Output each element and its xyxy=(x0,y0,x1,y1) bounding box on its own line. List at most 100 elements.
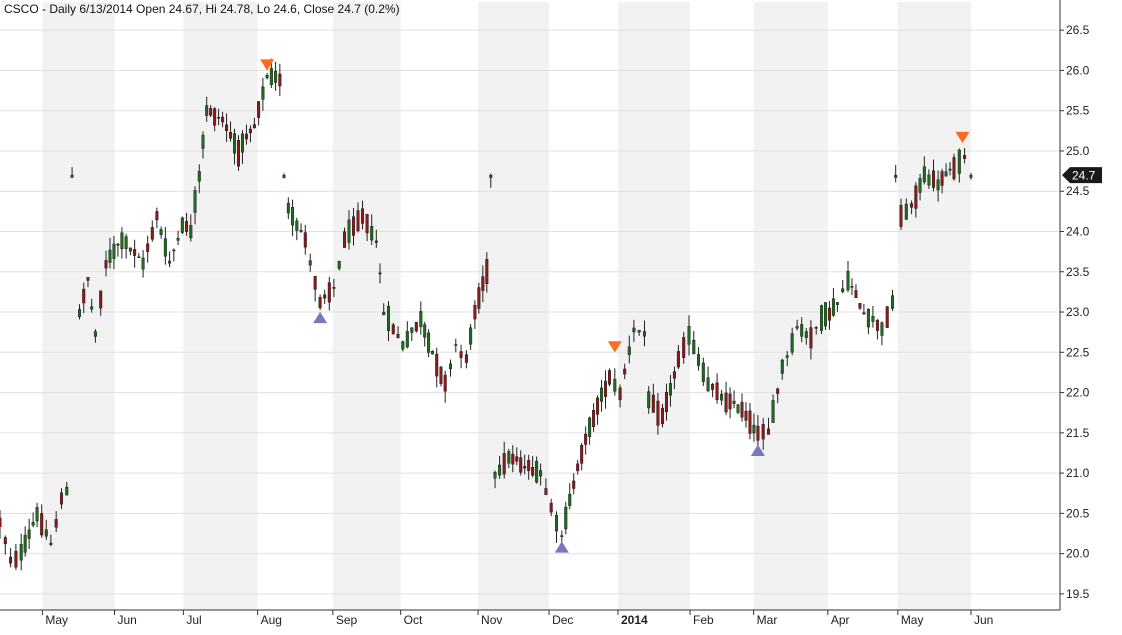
candle xyxy=(914,182,918,218)
candle xyxy=(150,220,154,242)
candle xyxy=(240,130,244,164)
candle xyxy=(303,224,307,255)
candle-body-up xyxy=(539,470,543,477)
candle xyxy=(454,338,458,353)
candle xyxy=(846,260,850,293)
candle xyxy=(248,125,252,143)
x-tick-label: Oct xyxy=(404,613,423,627)
candle-body-up xyxy=(647,391,651,409)
candle-body-up xyxy=(23,534,27,553)
candle xyxy=(823,302,827,330)
candle xyxy=(507,448,511,469)
candle-body-down xyxy=(549,502,553,513)
candle-body-up xyxy=(588,417,592,437)
candle-body-down xyxy=(858,303,862,309)
candle xyxy=(588,416,592,445)
candle-body-down xyxy=(225,124,229,131)
last-price-label: 24.7 xyxy=(1072,169,1096,183)
candle-body-up xyxy=(936,179,940,191)
candle xyxy=(932,159,936,192)
x-tick-label: May xyxy=(901,613,924,627)
candle-body-up xyxy=(804,331,808,338)
candle xyxy=(236,135,240,171)
candle xyxy=(613,368,617,396)
y-tick-label: 22.5 xyxy=(1066,345,1090,359)
candle-body-up xyxy=(687,326,691,345)
candle xyxy=(323,289,327,305)
month-bands xyxy=(42,2,971,610)
candle xyxy=(391,322,395,335)
candle-body-up xyxy=(274,70,278,83)
candle xyxy=(9,548,13,568)
candle-body-down xyxy=(146,243,150,252)
candle xyxy=(185,212,189,236)
candle xyxy=(687,315,691,356)
candle-body-up xyxy=(128,247,132,252)
candle xyxy=(410,327,414,342)
candle xyxy=(904,198,908,220)
candle xyxy=(862,303,866,315)
candle xyxy=(485,252,489,293)
candle-body-down xyxy=(608,370,612,385)
candle-body-down xyxy=(137,256,141,259)
candle-body-up xyxy=(189,225,193,239)
candle xyxy=(370,214,374,245)
candle xyxy=(608,368,612,387)
candle-body-up xyxy=(736,404,740,413)
candle-body-up xyxy=(93,331,97,337)
candle xyxy=(14,544,18,571)
candle-body-down xyxy=(776,388,780,394)
candle-body-up xyxy=(752,424,756,434)
candle xyxy=(944,163,948,177)
candle-body-down xyxy=(14,550,18,568)
candle xyxy=(627,335,631,364)
candle-body-up xyxy=(720,393,724,401)
candle-body-down xyxy=(963,155,967,159)
candle-body-up xyxy=(233,133,237,154)
candle-body-down xyxy=(3,537,7,545)
x-tick-label: May xyxy=(45,613,68,627)
candle xyxy=(347,210,351,250)
grid-lines xyxy=(0,29,1060,595)
candle-body-up xyxy=(172,249,176,252)
candle-body-down xyxy=(0,517,2,528)
candle-body-down xyxy=(150,227,154,240)
candle-body-up xyxy=(370,226,374,241)
candle-body-down xyxy=(365,214,369,234)
candle-body-up xyxy=(944,171,948,177)
candle xyxy=(343,227,347,248)
candle-body-up xyxy=(49,542,53,545)
candle xyxy=(332,278,336,298)
candle xyxy=(77,304,81,320)
sell-signal-marker xyxy=(607,341,622,353)
candle xyxy=(596,395,600,425)
candle-body-up xyxy=(555,515,559,532)
candle-body-up xyxy=(785,355,789,358)
candle xyxy=(189,214,193,242)
candle-body-down xyxy=(116,243,120,246)
candle-body-down xyxy=(9,556,13,564)
candle xyxy=(515,447,519,466)
candle-body-down xyxy=(511,453,515,465)
candle-body-down xyxy=(414,321,418,332)
candle xyxy=(133,239,137,268)
candle xyxy=(141,250,145,278)
candle xyxy=(724,381,728,415)
candle xyxy=(193,186,197,225)
candle xyxy=(414,321,418,333)
candle xyxy=(23,526,27,557)
candle-body-up xyxy=(217,117,221,119)
candle xyxy=(180,216,184,235)
candle-body-down xyxy=(814,327,818,329)
candle-body-down xyxy=(604,380,608,397)
candle-body-down xyxy=(584,433,588,445)
candle-body-down xyxy=(862,312,866,315)
candle-body-up xyxy=(282,174,286,178)
candle xyxy=(555,511,559,543)
candle xyxy=(435,347,439,388)
candle-body-down xyxy=(313,276,317,290)
candle-body-up xyxy=(405,331,409,348)
candle-body-up xyxy=(159,229,163,235)
candle xyxy=(969,172,973,180)
candle xyxy=(632,319,636,343)
